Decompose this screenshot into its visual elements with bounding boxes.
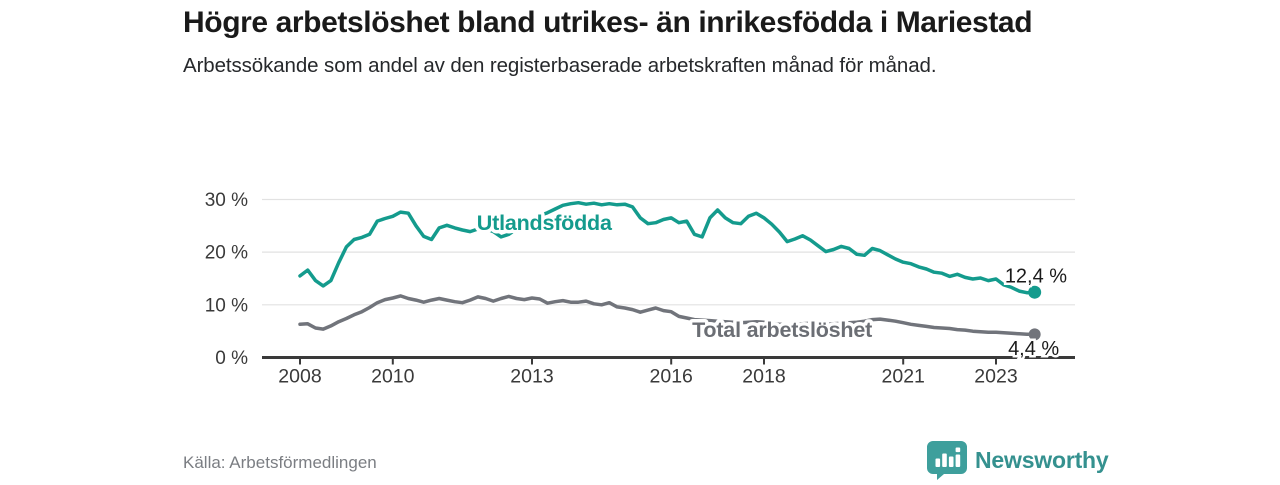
x-axis-tick-label: 2008 xyxy=(278,366,321,388)
series-line-total xyxy=(298,294,1037,337)
series-end-dot xyxy=(1028,328,1041,341)
newsworthy-logo-icon xyxy=(927,441,967,485)
chart-area: 30 % 20 % 10 % 0 % 2008 2010 2013 2016 2018 2021 2… xyxy=(185,185,1100,400)
series-label: Utlandsfödda xyxy=(477,211,613,235)
x-axis-tick-label: 2013 xyxy=(510,366,553,388)
x-axis-tick-label: 2023 xyxy=(974,366,1017,388)
x-axis-tick-label: 2021 xyxy=(882,366,925,388)
newsworthy-brand: Newsworthy xyxy=(927,441,1109,485)
y-axis-tick-label: 20 % xyxy=(205,243,248,264)
x-axis-tick-label: 2010 xyxy=(371,366,415,388)
x-axis-tick-label: 2018 xyxy=(742,366,785,388)
series-line-utlandsfodda xyxy=(298,200,1037,295)
x-axis-tick-label: 2016 xyxy=(650,366,693,388)
chart-header: Högre arbetslöshet bland utrikes- än inr… xyxy=(183,5,1113,79)
y-axis-tick-label: 10 % xyxy=(205,295,248,316)
unemployment-line-chart: 30 % 20 % 10 % 0 % 2008 2010 2013 2016 2018 2021 2… xyxy=(205,190,1075,388)
y-axis-tick-label: 0 % xyxy=(215,348,248,369)
end-value-label: 4,4 % xyxy=(1008,338,1059,360)
brand-name: Newsworthy xyxy=(975,447,1109,473)
page-title: Högre arbetslöshet bland utrikes- än inr… xyxy=(183,6,1033,39)
series-label: Total arbetslöshet xyxy=(692,318,872,342)
y-axis-tick-label: 30 % xyxy=(205,190,248,211)
source-text: Källa: Arbetsförmedlingen xyxy=(183,453,377,472)
page-subtitle: Arbetssökande som andel av den registerb… xyxy=(183,54,937,77)
end-value-label: 12,4 % xyxy=(1005,266,1067,288)
series-end-dot xyxy=(1028,285,1042,299)
